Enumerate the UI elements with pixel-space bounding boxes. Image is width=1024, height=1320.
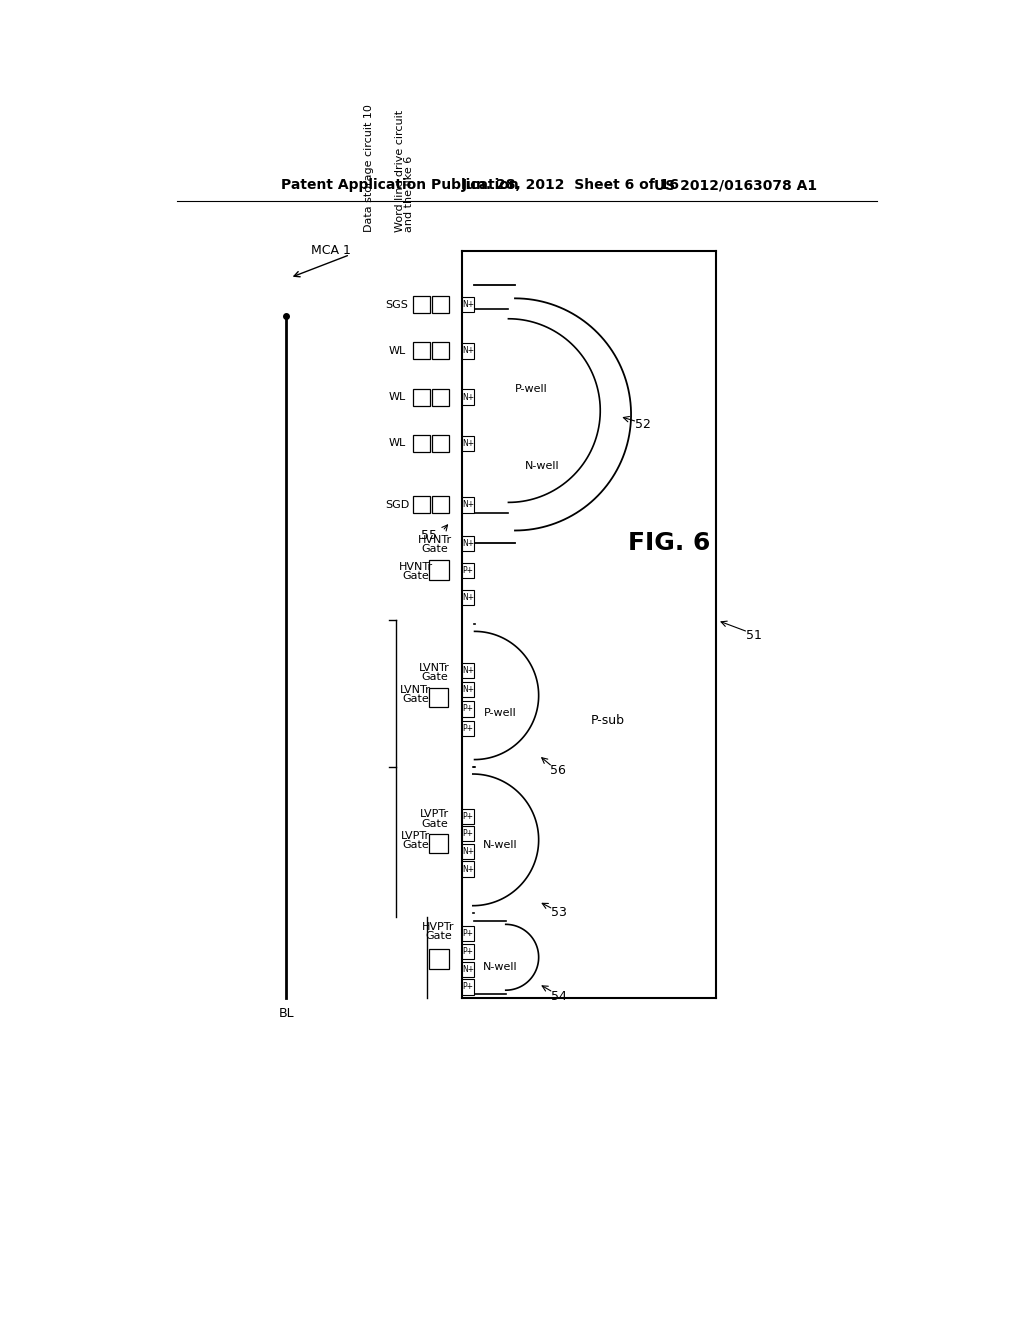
Bar — [432, 296, 449, 313]
Text: P+: P+ — [462, 812, 473, 821]
Text: Patent Application Publication: Patent Application Publication — [281, 178, 518, 193]
Bar — [462, 436, 474, 451]
Bar — [462, 721, 474, 737]
Bar — [462, 862, 474, 876]
Bar — [462, 590, 474, 605]
Text: N+: N+ — [462, 965, 474, 974]
Bar — [429, 949, 449, 969]
Text: N-well: N-well — [483, 962, 517, 972]
Text: LVPTr: LVPTr — [401, 832, 430, 841]
Text: Gate: Gate — [402, 694, 429, 704]
Text: P+: P+ — [462, 929, 473, 939]
Bar — [462, 961, 474, 977]
Bar — [462, 389, 474, 405]
Text: Gate: Gate — [421, 672, 449, 682]
Text: N+: N+ — [462, 593, 474, 602]
Bar — [462, 826, 474, 841]
Text: HVNTr: HVNTr — [418, 535, 452, 545]
Text: N+: N+ — [462, 865, 474, 874]
Bar — [413, 434, 430, 451]
Text: P+: P+ — [462, 982, 473, 991]
Text: WL: WL — [388, 438, 406, 449]
Text: BL: BL — [279, 1007, 294, 1019]
Bar — [462, 343, 474, 359]
Text: Data storage circuit 10: Data storage circuit 10 — [365, 104, 374, 231]
Text: N+: N+ — [462, 847, 474, 855]
Bar — [462, 927, 474, 941]
Bar — [462, 498, 474, 512]
Bar — [462, 701, 474, 717]
Text: N+: N+ — [462, 539, 474, 548]
Bar — [462, 297, 474, 313]
Text: Gate: Gate — [402, 570, 429, 581]
Text: 55: 55 — [421, 529, 437, 543]
Bar — [462, 682, 474, 697]
Text: P-well: P-well — [515, 384, 548, 395]
Text: N+: N+ — [462, 392, 474, 401]
Text: HVNTr: HVNTr — [398, 561, 432, 572]
Text: N+: N+ — [462, 500, 474, 510]
Bar — [462, 843, 474, 859]
Text: LVPTr: LVPTr — [420, 809, 450, 820]
Text: 53: 53 — [551, 907, 566, 920]
Text: FIG. 6: FIG. 6 — [629, 532, 711, 556]
Bar — [432, 496, 449, 513]
Text: WL: WL — [388, 392, 406, 403]
Bar — [413, 342, 430, 359]
Bar — [462, 536, 474, 552]
Bar — [413, 496, 430, 513]
Text: N+: N+ — [462, 667, 474, 675]
Text: N-well: N-well — [483, 841, 517, 850]
Text: SGD: SGD — [385, 500, 410, 510]
Text: Word line drive circuit: Word line drive circuit — [395, 110, 406, 231]
Text: 52: 52 — [635, 417, 650, 430]
Text: SGS: SGS — [386, 300, 409, 310]
Bar — [413, 388, 430, 405]
Text: P+: P+ — [462, 705, 473, 713]
Bar — [413, 296, 430, 313]
Text: N+: N+ — [462, 300, 474, 309]
Bar — [432, 434, 449, 451]
Text: LVNTr: LVNTr — [400, 685, 431, 694]
Text: P+: P+ — [462, 566, 473, 574]
Text: WL: WL — [388, 346, 406, 356]
Text: P+: P+ — [462, 829, 473, 838]
Text: P+: P+ — [462, 946, 473, 956]
Text: LVNTr: LVNTr — [420, 663, 451, 673]
Text: 54: 54 — [551, 990, 566, 1003]
Text: P-sub: P-sub — [591, 714, 625, 727]
Text: US 2012/0163078 A1: US 2012/0163078 A1 — [654, 178, 817, 193]
Text: 56: 56 — [550, 764, 566, 777]
Text: Gate: Gate — [421, 818, 449, 829]
Bar — [429, 688, 447, 706]
Text: and the like 6: and the like 6 — [404, 156, 415, 231]
Bar — [462, 944, 474, 960]
Bar — [432, 342, 449, 359]
Text: Gate: Gate — [425, 931, 452, 941]
Text: MCA 1: MCA 1 — [311, 244, 350, 257]
Bar — [429, 834, 447, 853]
Bar — [462, 809, 474, 825]
Text: 51: 51 — [746, 630, 762, 643]
Text: P-well: P-well — [483, 708, 516, 718]
Text: Jun. 28, 2012  Sheet 6 of 16: Jun. 28, 2012 Sheet 6 of 16 — [462, 178, 680, 193]
Bar — [432, 388, 449, 405]
Text: N+: N+ — [462, 438, 474, 447]
Text: Gate: Gate — [402, 841, 429, 850]
Text: N-well: N-well — [525, 462, 560, 471]
Text: HVPTr: HVPTr — [422, 921, 455, 932]
Text: N+: N+ — [462, 685, 474, 694]
Text: P+: P+ — [462, 723, 473, 733]
Bar — [462, 562, 474, 578]
Bar — [462, 979, 474, 995]
Bar — [462, 663, 474, 678]
Text: N+: N+ — [462, 346, 474, 355]
Text: Gate: Gate — [421, 544, 449, 554]
Bar — [429, 561, 449, 581]
